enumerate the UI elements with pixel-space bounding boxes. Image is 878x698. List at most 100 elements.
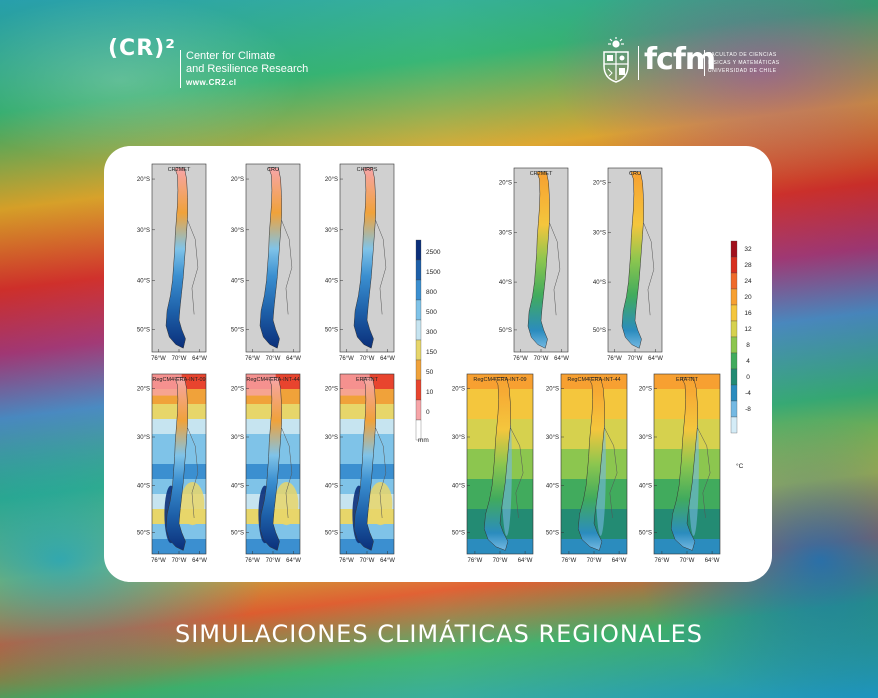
cr2-mark: (CR)² [108, 36, 176, 61]
latitude-label: 40°S [593, 280, 606, 286]
colorbar-tick-label: 0 [426, 409, 430, 416]
colorbar-tick-label: 20 [744, 294, 752, 301]
longitude-label: 64°W [612, 558, 627, 564]
colorbar-swatch [415, 259, 422, 281]
latitude-label: 40°S [325, 279, 338, 285]
longitude-label: 64°W [286, 558, 301, 564]
colorbar-tick-label: 150 [426, 349, 437, 356]
latitude-label: 50°S [137, 530, 150, 536]
latitude-label: 50°S [137, 327, 150, 333]
colorbar-swatch [415, 279, 422, 301]
page-title: SIMULACIONES CLIMÁTICAS REGIONALES [174, 620, 703, 648]
longitude-label: 70°W [493, 558, 508, 564]
latitude-label: 40°S [325, 484, 338, 490]
latitude-label: 30°S [593, 230, 606, 236]
longitude-label: 76°W [513, 356, 528, 362]
map-panel: CHIRPS 20°S 30°S 40°S 50°S 76°W 70°W 64°W [325, 163, 395, 362]
latitude-label: 20°S [593, 181, 606, 187]
longitude-label: 64°W [380, 558, 395, 564]
map-panel: ERA-INT 20°S 30°S 40°S 50°S 76°W 70°W 64°W [325, 373, 395, 564]
longitude-label: 64°W [705, 558, 720, 564]
colorbar-swatch [730, 256, 738, 274]
panel-title: ERA-INT [356, 377, 379, 383]
longitude-label: 64°W [518, 558, 533, 564]
colorbar-swatch [415, 419, 422, 441]
latitude-label: 30°S [231, 228, 244, 234]
longitude-label: 76°W [339, 558, 354, 564]
colorbar-tick-label: 50 [426, 369, 434, 376]
panel-title: CRU [267, 167, 279, 173]
latitude-label: 50°S [639, 530, 652, 536]
panel-title: RegCM4-ERA-INT-44 [246, 377, 299, 383]
latitude-label: 50°S [231, 530, 244, 536]
latitude-label: 20°S [137, 177, 150, 183]
colorbar-swatch [730, 416, 738, 434]
longitude-label: 70°W [587, 558, 602, 564]
longitude-label: 70°W [680, 558, 695, 564]
latitude-label: 50°S [499, 328, 512, 334]
longitude-label: 64°W [286, 356, 301, 362]
latitude-label: 30°S [325, 435, 338, 441]
latitude-label: 30°S [452, 435, 465, 441]
fcfm-subtitle-2: FÍSICAS Y MATEMÁTICAS [708, 60, 780, 66]
colorbar-unit: mm [418, 437, 429, 444]
map-panel: CR2MET 20°S 30°S 40°S 50°S 76°W 70°W 64°W [137, 163, 207, 362]
longitude-label: 64°W [192, 558, 207, 564]
colorbar-tick-label: 2500 [426, 249, 441, 256]
map-panel: CR2MET 20°S 30°S 40°S 50°S 76°W 70°W 64°W [499, 167, 569, 362]
latitude-label: 30°S [325, 228, 338, 234]
colorbar-tick-label: -4 [745, 390, 751, 397]
panel-title: ERA-INT [676, 377, 699, 383]
fcfm-subtitle-1: FACULTAD DE CIENCIAS [708, 52, 777, 58]
latitude-label: 30°S [546, 435, 559, 441]
longitude-label: 76°W [151, 356, 166, 362]
longitude-label: 64°W [554, 356, 569, 362]
colorbar-swatch [415, 359, 422, 381]
colorbar-swatch [730, 352, 738, 370]
panel-title: CR2MET [530, 171, 553, 177]
fcfm-subtitle-3: UNIVERSIDAD DE CHILE [708, 68, 777, 74]
latitude-label: 30°S [499, 230, 512, 236]
colorbar-swatch [730, 384, 738, 402]
panel-title: CHIRPS [357, 167, 378, 173]
fcfm-divider-left [638, 46, 639, 80]
latitude-label: 40°S [231, 279, 244, 285]
colorbar-tick-label: 28 [744, 262, 752, 269]
panel-title: RegCM4-ERA-INT-09 [152, 377, 205, 383]
colorbar-tick-label: 24 [744, 278, 752, 285]
fcfm-logo: fcfm FACULTAD DE CIENCIAS FÍSICAS Y MATE… [600, 36, 780, 88]
latitude-label: 20°S [325, 386, 338, 392]
colorbar-swatch [415, 319, 422, 341]
latitude-label: 40°S [137, 279, 150, 285]
latitude-label: 50°S [325, 327, 338, 333]
longitude-label: 64°W [192, 356, 207, 362]
longitude-label: 76°W [655, 558, 670, 564]
longitude-label: 70°W [172, 356, 187, 362]
colorbar-swatch [730, 288, 738, 306]
longitude-label: 64°W [380, 356, 395, 362]
colorbar-swatch [730, 304, 738, 322]
colorbar-swatch [415, 399, 422, 421]
latitude-label: 40°S [137, 484, 150, 490]
latitude-label: 20°S [325, 177, 338, 183]
longitude-label: 70°W [266, 356, 281, 362]
longitude-label: 76°W [245, 356, 260, 362]
cr2-name-line1: Center for Climate [186, 50, 276, 62]
fcfm-divider-right [704, 50, 705, 76]
latitude-label: 40°S [231, 484, 244, 490]
longitude-label: 76°W [245, 558, 260, 564]
precip-colorbar: 2500 1500 800 500 300 150 50 10 0 mm [415, 239, 441, 444]
colorbar-swatch [415, 379, 422, 401]
colorbar-tick-label: 32 [744, 246, 752, 253]
latitude-label: 20°S [231, 386, 244, 392]
longitude-label: 76°W [468, 558, 483, 564]
latitude-label: 40°S [546, 484, 559, 490]
longitude-label: 76°W [607, 356, 622, 362]
colorbar-swatch [730, 368, 738, 386]
latitude-label: 40°S [639, 484, 652, 490]
latitude-label: 20°S [452, 386, 465, 392]
longitude-label: 70°W [628, 356, 643, 362]
